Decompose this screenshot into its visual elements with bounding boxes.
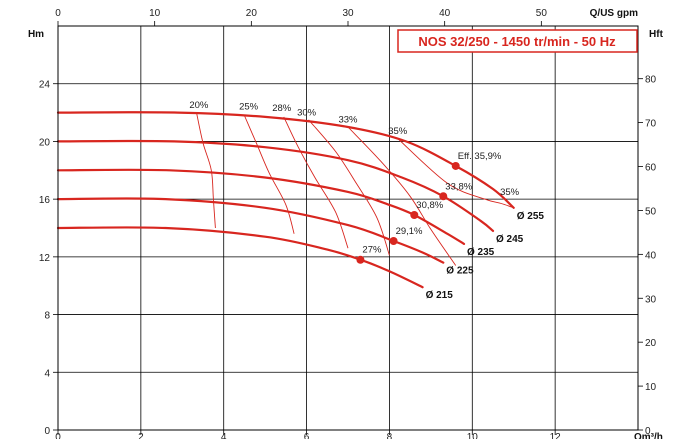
x-top-axis-label: Q/US gpm bbox=[590, 8, 638, 19]
y-left-tick-label: 12 bbox=[39, 253, 51, 264]
y-left-tick-label: 16 bbox=[39, 195, 51, 206]
efficiency-label: 20% bbox=[189, 100, 209, 111]
y-left-axis-label: Hm bbox=[28, 29, 44, 40]
y-right-tick-label: 10 bbox=[645, 382, 657, 393]
efficiency-curve bbox=[243, 115, 295, 234]
efficiency-curves bbox=[196, 113, 514, 266]
chart-title: NOS 32/250 - 1450 tr/min - 50 Hz bbox=[418, 34, 616, 49]
efficiency-curve bbox=[196, 113, 216, 229]
x-bottom-tick-label: 12 bbox=[550, 432, 562, 439]
head-curve bbox=[56, 226, 424, 289]
y-left-tick-label: 4 bbox=[44, 368, 50, 379]
head-curve bbox=[56, 111, 515, 209]
plot-frame bbox=[57, 25, 639, 431]
efficiency-curve bbox=[397, 138, 514, 209]
x-bottom-tick-label: 8 bbox=[387, 432, 393, 439]
x-top-tick-label: 10 bbox=[149, 8, 161, 19]
y-right-tick-label: 60 bbox=[645, 163, 657, 174]
diameter-label: Ø 215 bbox=[426, 290, 454, 301]
head-curves bbox=[56, 111, 515, 289]
y-right-tick-label: 80 bbox=[645, 75, 657, 86]
bep-label: 33,8% bbox=[445, 181, 472, 192]
efficiency-label: 30% bbox=[297, 107, 317, 118]
diameter-label: Ø 225 bbox=[446, 266, 474, 277]
efficiency-curve bbox=[347, 126, 457, 266]
grid bbox=[58, 26, 638, 430]
bep-point bbox=[439, 192, 448, 201]
x-top-tick-label: 50 bbox=[536, 8, 548, 19]
y-right-tick-label: 30 bbox=[645, 294, 657, 305]
x-top-tick-label: 0 bbox=[55, 8, 61, 19]
diameter-label: Ø 255 bbox=[517, 211, 545, 222]
efficiency-label: 33% bbox=[338, 115, 358, 126]
x-top-tick-label: 30 bbox=[342, 8, 354, 19]
bep-label: 30,8% bbox=[416, 200, 443, 211]
head-curve bbox=[56, 139, 495, 232]
y-left-tick-label: 0 bbox=[44, 426, 50, 437]
bep-point bbox=[389, 236, 398, 245]
bep-point bbox=[451, 161, 460, 170]
title-box: NOS 32/250 - 1450 tr/min - 50 Hz bbox=[397, 29, 638, 53]
bep-point bbox=[410, 211, 419, 220]
y-left-tick-label: 20 bbox=[39, 137, 51, 148]
x-bottom-tick-label: 6 bbox=[304, 432, 310, 439]
efficiency-curve bbox=[308, 119, 390, 256]
diameter-label: Ø 235 bbox=[467, 247, 495, 258]
bep-label: 27% bbox=[362, 245, 382, 256]
bep-point bbox=[356, 255, 365, 264]
x-bottom-axis-label: Qm³/h bbox=[634, 432, 663, 439]
y-left-tick-label: 24 bbox=[39, 80, 51, 91]
x-bottom-tick-label: 0 bbox=[55, 432, 61, 439]
axes: 0 2 4 6 8 10 12 Qm³/h0 10 20 30 40 50 Q/US gpm0481216… bbox=[28, 8, 664, 439]
y-right-tick-label: 40 bbox=[645, 250, 657, 261]
x-bottom-tick-label: 10 bbox=[467, 432, 479, 439]
efficiency-label: 28% bbox=[272, 103, 292, 114]
x-top-tick-label: 40 bbox=[439, 8, 451, 19]
bep-label: 29,1% bbox=[396, 226, 423, 237]
y-right-tick-label: 0 bbox=[645, 426, 651, 437]
head-curve bbox=[56, 168, 466, 245]
efficiency-label: 35% bbox=[500, 187, 520, 198]
y-right-tick-label: 70 bbox=[645, 119, 657, 130]
x-bottom-tick-label: 2 bbox=[138, 432, 144, 439]
y-right-axis-label: Hft bbox=[649, 29, 664, 40]
efficiency-label: 35% bbox=[388, 126, 408, 137]
x-bottom-tick-label: 4 bbox=[221, 432, 227, 439]
bep-label: Eff. 35,9% bbox=[458, 151, 502, 162]
efficiency-label: 25% bbox=[239, 102, 259, 113]
diameter-label: Ø 245 bbox=[496, 234, 524, 245]
y-right-tick-label: 20 bbox=[645, 338, 657, 349]
y-right-tick-label: 50 bbox=[645, 206, 657, 217]
y-left-tick-label: 8 bbox=[44, 311, 50, 322]
x-top-tick-label: 20 bbox=[246, 8, 258, 19]
head-curve bbox=[56, 197, 445, 264]
